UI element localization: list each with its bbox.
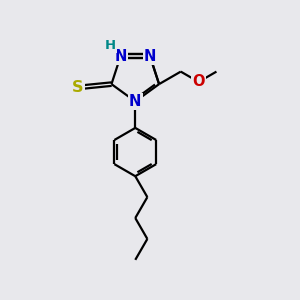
Text: H: H [105,39,116,52]
Text: N: N [129,94,142,109]
Text: N: N [114,49,127,64]
Text: N: N [144,49,156,64]
Text: O: O [192,74,205,89]
Text: S: S [72,80,83,94]
